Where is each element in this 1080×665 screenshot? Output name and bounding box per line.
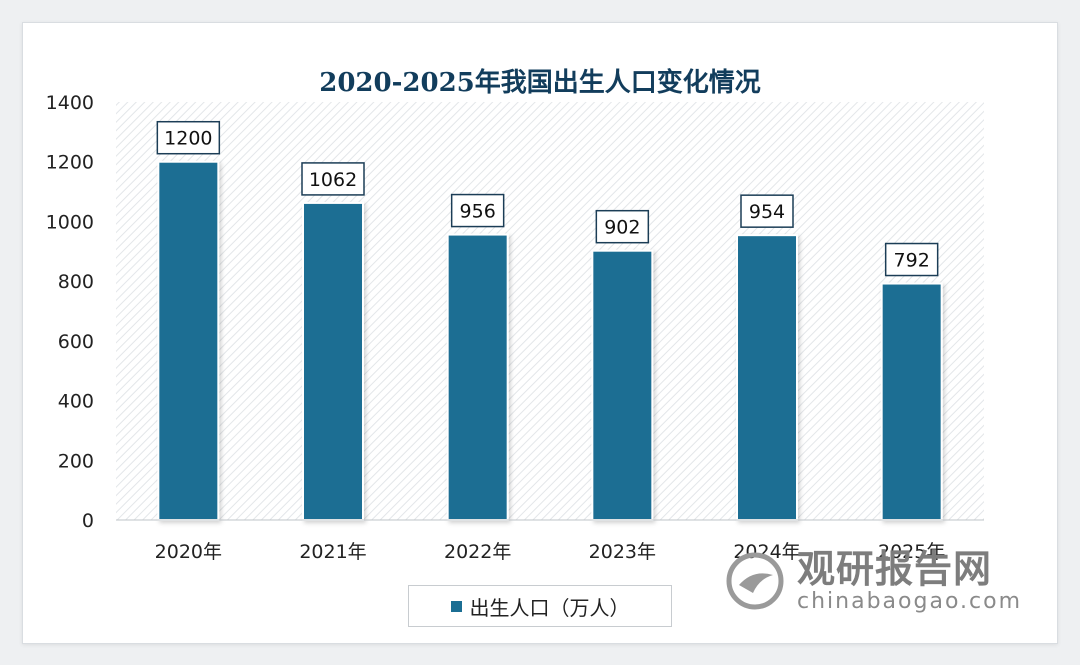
watermark-name: 观研报告网 (797, 547, 993, 591)
data-label: 1200 (164, 128, 212, 150)
x-tick-label: 2023年 (589, 541, 656, 563)
y-axis: 0 200 400 600 800 1000 1200 1400 (46, 92, 94, 532)
data-label: 902 (604, 217, 640, 239)
data-label: 954 (749, 201, 785, 223)
data-label-box (301, 162, 365, 196)
data-label: 1062 (309, 169, 357, 191)
y-tick-label: 1200 (46, 152, 94, 174)
data-label-box (595, 209, 650, 244)
y-tick-label: 0 (82, 510, 94, 532)
bar (736, 234, 798, 521)
bar (157, 160, 220, 521)
y-tick-label: 400 (58, 391, 94, 413)
data-label: 792 (894, 250, 930, 272)
bar (591, 249, 654, 521)
y-tick-label: 600 (58, 331, 94, 353)
bar (880, 282, 943, 521)
data-label-box (884, 242, 939, 277)
data-label-box (156, 120, 221, 155)
legend-label: 出生人口（万人） (469, 595, 630, 620)
data-label-box (740, 194, 794, 228)
y-tick-label: 1400 (46, 92, 94, 114)
plot-area-background (116, 102, 984, 520)
y-tick-label: 1000 (46, 211, 94, 233)
watermark-url: chinabaogao.com (797, 589, 1022, 614)
bar-series: 1200 1062 956 902 954 792 (156, 120, 943, 522)
legend: 出生人口（万人） (408, 585, 672, 627)
legend-swatch (450, 600, 462, 612)
bar (302, 201, 364, 521)
y-tick-label: 800 (58, 271, 94, 293)
x-tick-label: 2022年 (444, 541, 511, 563)
watermark: 观研报告网 chinabaogao.com (723, 548, 1022, 614)
x-tick-label: 2020年 (155, 541, 222, 563)
x-tick-label: 2021年 (299, 541, 366, 563)
x-tick-label: 2025年 (878, 541, 945, 563)
chart-title: 2020-2025年我国出生人口变化情况 (319, 68, 761, 98)
data-label-box (450, 193, 505, 228)
y-tick-label: 200 (58, 450, 94, 472)
chinabaogao-logo-icon (726, 552, 784, 610)
bar (446, 233, 509, 522)
x-axis: 2020年 2021年 2022年 2023年 2024年 2025年 (155, 541, 946, 563)
data-label: 956 (460, 201, 496, 223)
